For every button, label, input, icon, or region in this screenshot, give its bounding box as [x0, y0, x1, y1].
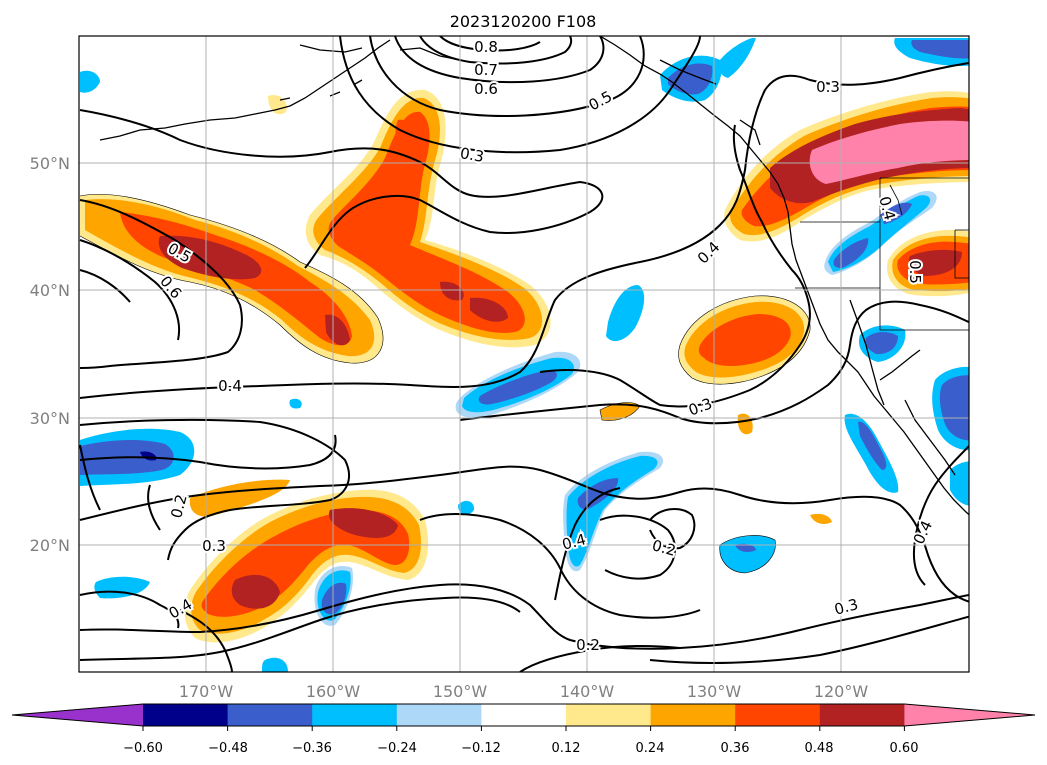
colorbar-segment — [650, 704, 736, 726]
contour-label: 0.3 — [816, 78, 840, 96]
x-tick-label: 140°W — [560, 682, 615, 701]
coastlines — [99, 36, 969, 516]
colorbar-segment — [396, 704, 482, 726]
y-tick-label: 40°N — [30, 281, 70, 300]
contour-label: 0.6 — [474, 80, 498, 98]
colorbar-tick-label: 0.60 — [890, 741, 919, 756]
y-tick-label: 30°N — [30, 409, 70, 428]
contour-label: 0.3 — [459, 144, 486, 166]
contour-label: 0.4 — [218, 377, 242, 395]
contour-label: 0.3 — [202, 537, 226, 555]
thin-contours — [79, 193, 811, 574]
contour-label: 0.2 — [576, 636, 600, 654]
colorbar-tick-label: 0.48 — [805, 741, 834, 756]
filled-contours — [80, 38, 969, 672]
x-tick-label: 130°W — [687, 682, 742, 701]
x-tick-label: 150°W — [433, 682, 488, 701]
colorbar-tick-label: 0.12 — [552, 741, 581, 756]
y-axis-ticks: 50°N 40°N 30°N 20°N — [30, 154, 70, 555]
colorbar — [11, 703, 1036, 731]
colorbar-segment — [143, 704, 229, 726]
x-tick-label: 160°W — [306, 682, 361, 701]
colorbar-segment — [819, 704, 905, 726]
y-tick-label: 20°N — [30, 536, 70, 555]
map-area: 0.8 0.7 0.6 0.5 0.3 0.3 0.5 0.6 0.4 0.4 … — [79, 36, 969, 672]
colorbar-extend-right — [904, 704, 1035, 726]
colorbar-tick-label: −0.60 — [123, 741, 163, 756]
colorbar-tick-label: 0.24 — [636, 741, 665, 756]
colorbar-segment — [566, 704, 652, 726]
colorbar-tick-label: 0.36 — [721, 741, 750, 756]
colorbar-tick-label: −0.48 — [208, 741, 248, 756]
state-borders — [795, 177, 969, 331]
contour-lines — [79, 36, 969, 672]
contour-label: 0.5 — [906, 260, 924, 284]
colorbar-tick-label: −0.24 — [377, 741, 417, 756]
colorbar-tick-label: −0.36 — [292, 741, 332, 756]
map-frame — [78, 35, 970, 673]
contour-label: 0.8 — [474, 38, 498, 56]
colorbar-ticks: −0.60 −0.48 −0.36 −0.24 −0.12 0.12 0.24 … — [123, 741, 918, 756]
colorbar-segment — [735, 704, 821, 726]
plot-title: 2023120200 F108 — [450, 12, 597, 31]
colorbar-segment — [227, 704, 313, 726]
y-tick-label: 50°N — [30, 154, 70, 173]
colorbar-tick-label: −0.12 — [461, 741, 501, 756]
colorbar-segment — [312, 704, 398, 726]
x-tick-label: 120°W — [814, 682, 869, 701]
colorbar-extend-left — [12, 704, 143, 726]
x-axis-ticks: 170°W 160°W 150°W 140°W 130°W 120°W — [179, 682, 869, 701]
gridlines — [79, 36, 969, 672]
colorbar-segment — [481, 704, 567, 726]
contour-label: 0.7 — [474, 61, 498, 79]
x-tick-label: 170°W — [179, 682, 234, 701]
